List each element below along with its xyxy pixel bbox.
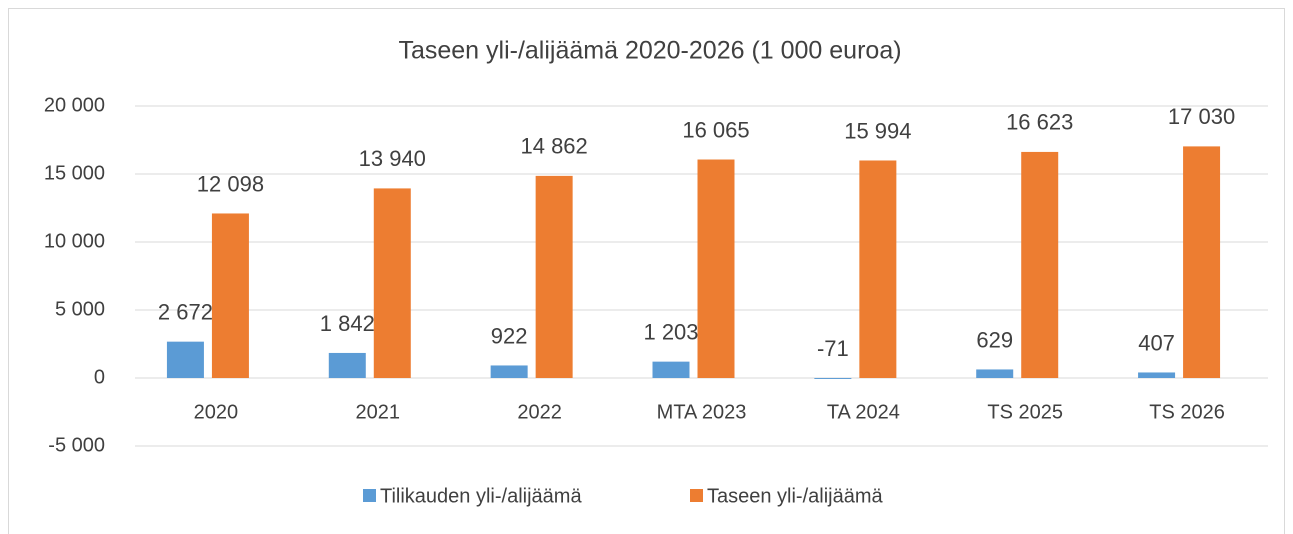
data-label: 407 <box>1138 330 1175 355</box>
bar <box>697 159 735 378</box>
bar <box>1021 151 1059 378</box>
bar <box>1183 146 1221 378</box>
legend-label: Tilikauden yli-/alijäämä <box>380 485 582 507</box>
bar <box>373 188 411 378</box>
legend-swatch <box>690 489 703 502</box>
bar <box>328 352 366 378</box>
data-label: 2 672 <box>158 299 213 324</box>
bar <box>166 341 204 378</box>
x-tick-label: TS 2026 <box>1149 401 1225 423</box>
x-tick-label: 2021 <box>356 401 401 423</box>
y-tick-label: 15 000 <box>44 162 105 184</box>
bar <box>490 365 528 378</box>
data-label: 17 030 <box>1168 104 1235 129</box>
data-label: 16 623 <box>1006 110 1073 135</box>
chart-title: Taseen yli-/alijäämä 2020-2026 (1 000 eu… <box>398 37 901 65</box>
bar <box>976 369 1014 378</box>
data-label: 1 842 <box>320 311 375 336</box>
x-tick-label: TS 2025 <box>987 401 1063 423</box>
y-tick-label: 0 <box>94 366 105 388</box>
bar <box>859 160 897 378</box>
x-tick-label: 2022 <box>517 401 562 423</box>
chart-frame <box>8 8 1285 534</box>
y-tick-label: 5 000 <box>55 298 105 320</box>
data-label: 12 098 <box>197 171 264 196</box>
bar <box>535 175 573 378</box>
data-label: -71 <box>817 336 849 361</box>
data-label: 922 <box>491 323 528 348</box>
x-tick-label: MTA 2023 <box>657 401 747 423</box>
data-label: 13 940 <box>359 146 426 171</box>
data-label: 16 065 <box>682 117 749 142</box>
bar <box>211 213 249 378</box>
data-label: 14 862 <box>520 134 587 159</box>
x-tick-label: 2020 <box>194 401 239 423</box>
y-tick-label: -5 000 <box>48 434 105 456</box>
bar <box>652 361 690 378</box>
data-label: 15 994 <box>844 118 911 143</box>
y-tick-label: 10 000 <box>44 230 105 252</box>
bar <box>1138 372 1176 378</box>
data-label: 1 203 <box>643 319 698 344</box>
bar <box>814 378 852 379</box>
legend-label: Taseen yli-/alijäämä <box>707 485 884 507</box>
y-tick-label: 20 000 <box>44 94 105 116</box>
legend-swatch <box>363 489 376 502</box>
data-label: 629 <box>976 327 1013 352</box>
x-tick-label: TA 2024 <box>827 401 900 423</box>
